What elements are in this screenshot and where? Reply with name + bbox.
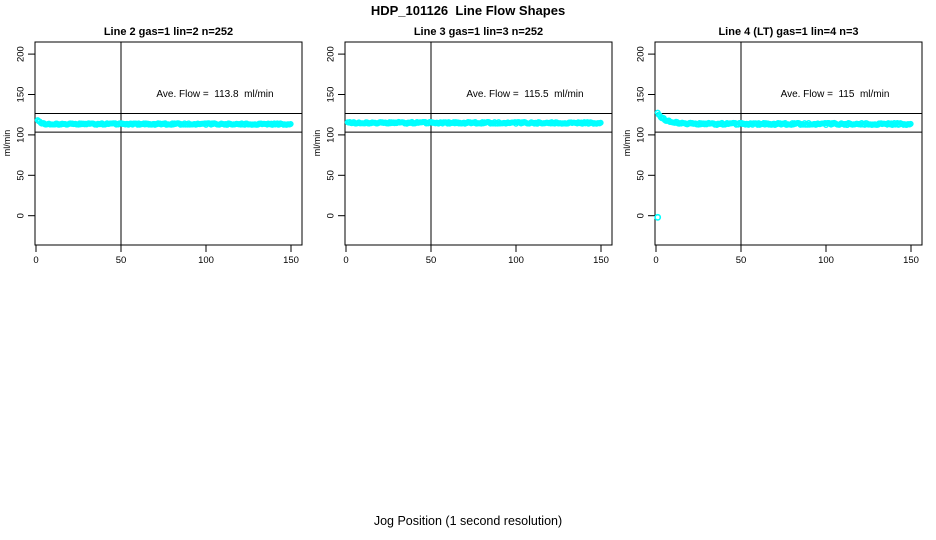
x-tick-label: 0 bbox=[33, 255, 38, 266]
y-tick-label: 50 bbox=[15, 170, 26, 181]
x-tick-label: 0 bbox=[653, 255, 658, 266]
ave-flow-annotation: Ave. Flow = 115 ml/min bbox=[780, 89, 890, 100]
y-tick-label: 200 bbox=[15, 46, 26, 62]
x-axis-label: Jog Position (1 second resolution) bbox=[373, 514, 563, 528]
figure-title: HDP_101126 Line Flow Shapes bbox=[370, 3, 566, 18]
y-tick-label: 100 bbox=[15, 127, 26, 143]
x-tick-label: 0 bbox=[343, 255, 348, 266]
flow-outlier-point bbox=[654, 213, 662, 221]
y-tick-label: 0 bbox=[635, 213, 646, 218]
y-tick-label: 150 bbox=[15, 87, 26, 103]
ave-flow-annotation: Ave. Flow = 115.5 ml/min bbox=[466, 89, 584, 100]
y-tick-label: 100 bbox=[635, 127, 646, 143]
y-tick-label: 100 bbox=[325, 127, 336, 143]
ave-flow-annotation: Ave. Flow = 113.8 ml/min bbox=[156, 89, 274, 100]
plot-box bbox=[34, 41, 303, 246]
x-tick-label: 50 bbox=[736, 255, 747, 266]
plot-area-line-4: 0 50 100 150 200 0 50 100 150 ml/min bbox=[622, 41, 923, 266]
x-tick-label: 150 bbox=[903, 255, 919, 266]
y-tick-label: 200 bbox=[635, 46, 646, 62]
x-tick-label: 100 bbox=[508, 255, 524, 266]
y-tick-label: 150 bbox=[325, 87, 336, 103]
plot-box bbox=[654, 41, 923, 246]
flow-data-point bbox=[597, 119, 604, 126]
y-axis-unit-label: ml/min bbox=[2, 130, 12, 157]
y-tick-label: 200 bbox=[325, 46, 336, 62]
x-tick-label: 150 bbox=[283, 255, 299, 266]
panel-line-3: Line 3 gas=1 lin=3 n=252 0 50 100 150 200 0 50… bbox=[310, 25, 622, 273]
plot-area-line-2: 0 50 100 150 200 0 50 100 150 ml/min bbox=[2, 41, 303, 266]
x-tick-label: 50 bbox=[116, 255, 127, 266]
y-tick-label: 50 bbox=[635, 170, 646, 181]
flow-data-point bbox=[907, 120, 914, 127]
panel-title: Line 4 (LT) gas=1 lin=4 n=3 bbox=[718, 26, 859, 38]
y-tick-label: 0 bbox=[15, 213, 26, 218]
y-tick-label: 50 bbox=[325, 170, 336, 181]
y-tick-label: 0 bbox=[325, 213, 336, 218]
y-axis-unit-label: ml/min bbox=[312, 130, 322, 157]
x-tick-label: 150 bbox=[593, 255, 609, 266]
panel-title: Line 2 gas=1 lin=2 n=252 bbox=[103, 26, 234, 38]
flow-data-point bbox=[287, 120, 294, 127]
panel-line-4: Line 4 (LT) gas=1 lin=4 n=3 0 50 100 150 200… bbox=[620, 25, 932, 273]
plot-area-line-3: 0 50 100 150 200 0 50 100 150 ml/min bbox=[312, 41, 613, 266]
x-tick-label: 100 bbox=[818, 255, 834, 266]
plot-box bbox=[344, 41, 613, 246]
x-tick-label: 100 bbox=[198, 255, 214, 266]
y-axis-unit-label: ml/min bbox=[622, 130, 632, 157]
x-tick-label: 50 bbox=[426, 255, 437, 266]
y-tick-label: 150 bbox=[635, 87, 646, 103]
panel-line-2: Line 2 gas=1 lin=2 n=252 0 50 100 150 200 0 50… bbox=[0, 25, 312, 273]
panel-title: Line 3 gas=1 lin=3 n=252 bbox=[413, 26, 544, 38]
